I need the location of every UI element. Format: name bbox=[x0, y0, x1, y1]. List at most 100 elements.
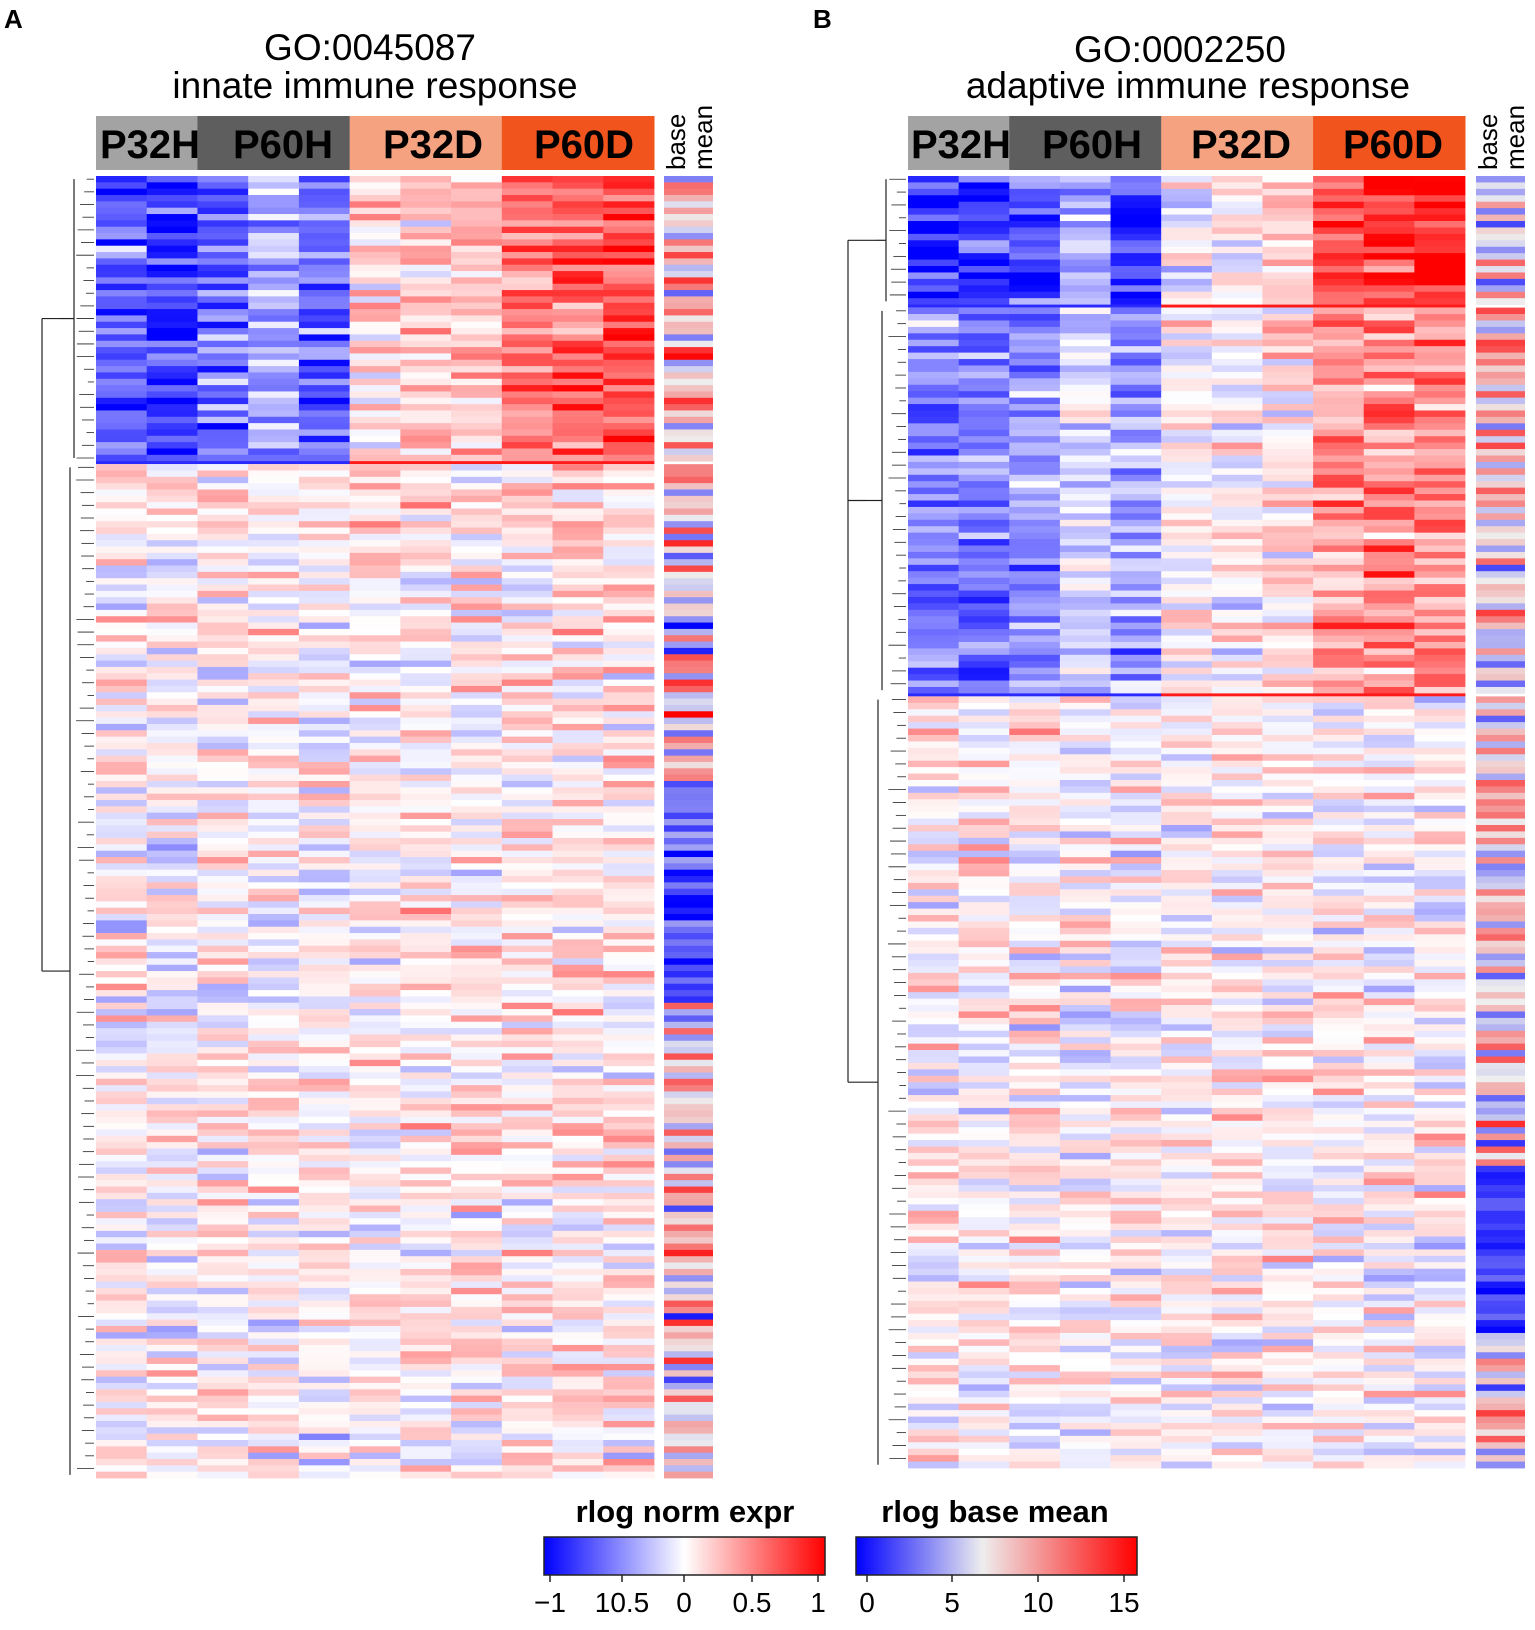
heatmap-cell bbox=[1110, 680, 1162, 688]
heatmap-cell bbox=[349, 1034, 401, 1042]
heatmap-cell bbox=[501, 673, 553, 680]
heatmap-cell bbox=[349, 290, 401, 297]
heatmap-cell bbox=[1059, 371, 1111, 379]
heatmap-cell bbox=[1059, 1133, 1111, 1141]
heatmap-cell bbox=[298, 1471, 351, 1479]
heatmap-cell bbox=[1211, 201, 1263, 209]
heatmap-cell bbox=[552, 1205, 604, 1213]
heatmap-cell bbox=[1059, 278, 1111, 286]
heatmap-cell bbox=[197, 1135, 249, 1143]
heatmap-cell bbox=[96, 584, 148, 592]
heatmap-cell bbox=[451, 1256, 503, 1263]
heatmap-cell bbox=[908, 545, 960, 553]
heatmap-cell bbox=[400, 1313, 452, 1320]
heatmap-cell bbox=[501, 1401, 553, 1409]
heatmap-cell bbox=[1059, 1352, 1111, 1360]
heatmap-cell bbox=[501, 448, 553, 456]
basemean-cell bbox=[1476, 1005, 1525, 1012]
heatmap-cell bbox=[400, 552, 452, 560]
heatmap-cell bbox=[400, 609, 452, 617]
heatmap-cell bbox=[349, 717, 401, 725]
heatmap-cell bbox=[1313, 940, 1365, 948]
heatmap-cell bbox=[1363, 1326, 1415, 1334]
heatmap-cell bbox=[908, 674, 960, 681]
basemean-cell bbox=[1476, 1107, 1525, 1115]
heatmap-cell bbox=[1059, 429, 1111, 437]
heatmap-cell bbox=[501, 302, 553, 310]
basemean-cell bbox=[664, 1199, 713, 1206]
heatmap-cell bbox=[908, 1037, 960, 1045]
heatmap-cell bbox=[248, 1154, 300, 1162]
heatmap-cell bbox=[1009, 702, 1061, 710]
heatmap-cell bbox=[1211, 966, 1263, 974]
heatmap-cell bbox=[248, 328, 300, 335]
heatmap-cell bbox=[501, 1256, 553, 1263]
basemean-cell bbox=[1476, 449, 1525, 456]
heatmap-cell bbox=[96, 521, 148, 528]
heatmap-cell bbox=[400, 1408, 452, 1416]
basemean-cell bbox=[664, 315, 713, 323]
heatmap-cell bbox=[349, 1104, 401, 1111]
heatmap-cell bbox=[1262, 609, 1314, 617]
basemean-cell bbox=[664, 1148, 713, 1156]
heatmap-cell bbox=[501, 283, 553, 291]
heatmap-cell bbox=[1110, 927, 1162, 935]
heatmap-cell bbox=[1009, 1422, 1061, 1430]
heatmap-cell bbox=[146, 404, 198, 411]
basemean-cell bbox=[1476, 1082, 1525, 1090]
heatmap-cell bbox=[248, 1180, 300, 1187]
heatmap-cell bbox=[1313, 818, 1365, 826]
heatmap-cell bbox=[400, 359, 452, 367]
basemean-cell bbox=[1476, 1442, 1525, 1450]
heatmap-cell bbox=[1313, 298, 1365, 305]
heatmap-cell bbox=[1059, 635, 1111, 643]
heatmap-cell bbox=[197, 907, 249, 915]
heatmap-cell bbox=[1059, 259, 1111, 267]
heatmap-cell bbox=[1211, 844, 1263, 852]
heatmap-cell bbox=[298, 258, 351, 266]
heatmap-cell bbox=[197, 1091, 249, 1099]
heatmap-cell bbox=[908, 696, 960, 704]
heatmap-cell bbox=[501, 1262, 553, 1270]
basemean-cell bbox=[1476, 1030, 1525, 1038]
heatmap-cell bbox=[1414, 201, 1466, 209]
heatmap-cell bbox=[1009, 307, 1061, 315]
heatmap-cell bbox=[1110, 333, 1162, 341]
heatmap-cell bbox=[552, 831, 604, 839]
heatmap-cell bbox=[1414, 715, 1466, 723]
basemean-cell bbox=[1476, 1050, 1525, 1057]
basemean-cell bbox=[1476, 506, 1525, 514]
heatmap-cell bbox=[248, 571, 300, 579]
heatmap-cell bbox=[1110, 985, 1162, 993]
heatmap-cell bbox=[298, 1009, 351, 1016]
basemean-cell bbox=[1476, 882, 1525, 890]
heatmap-cell bbox=[908, 870, 960, 877]
heatmap-cell bbox=[248, 340, 300, 348]
heatmap-cell bbox=[1009, 1371, 1061, 1379]
heatmap-cell bbox=[451, 540, 503, 547]
basemean-cell bbox=[1476, 259, 1525, 267]
heatmap-cell bbox=[1161, 259, 1213, 267]
heatmap-cell bbox=[451, 628, 503, 636]
heatmap-cell bbox=[1414, 722, 1466, 729]
heatmap-cell bbox=[1414, 214, 1466, 222]
heatmap-cell bbox=[248, 812, 300, 820]
basemean-cell bbox=[664, 1129, 713, 1137]
heatmap-cell bbox=[958, 1422, 1010, 1430]
heatmap-cell bbox=[451, 1395, 503, 1403]
basemean-cell bbox=[664, 888, 713, 896]
heatmap-cell bbox=[958, 799, 1010, 807]
heatmap-cell bbox=[1161, 844, 1213, 852]
heatmap-cell bbox=[552, 448, 604, 456]
heatmap-cell bbox=[552, 296, 604, 304]
heatmap-cell bbox=[1414, 182, 1466, 190]
heatmap-cell bbox=[1211, 1152, 1263, 1160]
heatmap-cell bbox=[1161, 1268, 1213, 1276]
heatmap-cell bbox=[1059, 397, 1111, 405]
heatmap-cell bbox=[451, 1471, 503, 1479]
heatmap-cell bbox=[400, 1465, 452, 1473]
heatmap-cell bbox=[248, 1471, 300, 1479]
heatmap-cell bbox=[349, 1110, 401, 1118]
heatmap-cell bbox=[958, 590, 1010, 598]
heatmap-cell bbox=[197, 220, 249, 228]
